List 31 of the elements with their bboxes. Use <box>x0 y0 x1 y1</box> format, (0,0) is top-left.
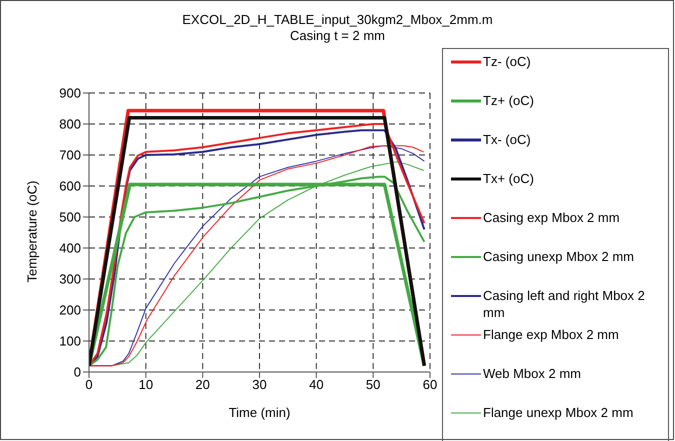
legend-label: Tz- (oC) <box>483 53 531 70</box>
x-axis-title: Time (min) <box>228 405 290 420</box>
legend-label: Casing left and right Mbox 2 mm <box>483 287 646 321</box>
legend-label: Tx+ (oC) <box>483 170 534 187</box>
y-tick-label: 200 <box>59 302 81 318</box>
x-tick-label: 60 <box>422 377 438 392</box>
x-tick-label: 30 <box>252 377 267 392</box>
x-tick-label: 50 <box>366 377 380 392</box>
legend-label: Casing exp Mbox 2 mm <box>483 209 620 226</box>
y-tick-label: 800 <box>59 116 81 132</box>
y-tick-label: 900 <box>59 86 81 101</box>
chart-subtitle: Casing t = 2 mm <box>288 28 386 44</box>
x-tick-label: 20 <box>195 377 210 392</box>
y-tick-label: 300 <box>59 272 81 287</box>
legend-label: Tz+ (oC) <box>483 92 534 109</box>
legend-label: Casing unexp Mbox 2 mm <box>483 248 634 265</box>
y-tick-label: 600 <box>59 178 81 194</box>
y-tick-label: 500 <box>59 210 81 225</box>
x-tick-label: 10 <box>138 377 154 392</box>
y-tick-label: 700 <box>59 148 81 163</box>
y-axis-title: Temperature (oC) <box>24 180 40 282</box>
y-tick-label: 0 <box>74 364 81 380</box>
y-tick-label: 400 <box>59 240 81 256</box>
chart-title: EXCOL_2D_H_TABLE_input_30kgm2_Mbox_2mm.m <box>181 12 494 28</box>
x-tick-label: 40 <box>309 377 324 392</box>
legend-label: Tx- (oC) <box>483 131 531 148</box>
y-tick-label: 100 <box>59 334 81 349</box>
legend-label: Web Mbox 2 mm <box>483 365 582 382</box>
legend-label: Flange exp Mbox 2 mm <box>483 326 619 343</box>
x-tick-label: 0 <box>85 377 93 392</box>
legend-label: Flange unexp Mbox 2 mm <box>483 404 634 421</box>
